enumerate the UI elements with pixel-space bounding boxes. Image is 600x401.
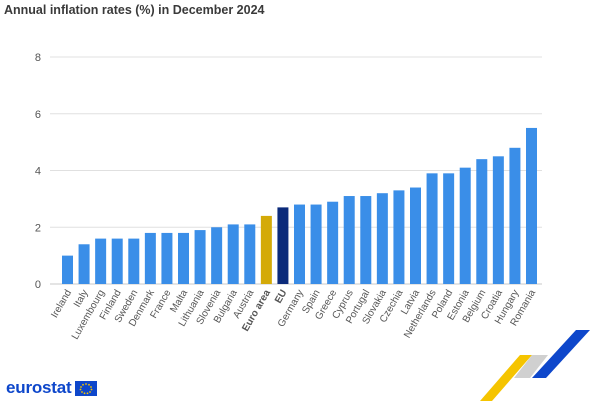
bar-germany[interactable] [294, 204, 305, 284]
bar-portugal[interactable] [360, 196, 372, 284]
bar-euro-area[interactable] [260, 215, 272, 284]
bar-netherlands[interactable] [426, 173, 438, 284]
y-tick-label: 4 [35, 166, 41, 178]
bar-slovakia[interactable] [376, 193, 388, 284]
bar-bulgaria[interactable] [227, 224, 239, 284]
x-axis-labels: IrelandItalyLuxembourgFinlandSwedenDenma… [49, 287, 538, 342]
bar-greece[interactable] [327, 201, 339, 284]
chart-title: Annual inflation rates (%) in December 2… [4, 3, 265, 17]
bar-malta[interactable] [178, 232, 189, 284]
decorative-swoosh-icon [480, 330, 590, 401]
bar-hungary[interactable] [509, 147, 521, 284]
bar-denmark[interactable] [144, 232, 156, 284]
y-tick-label: 6 [35, 109, 41, 121]
eurostat-logo: eurostat [6, 378, 98, 398]
bar-poland[interactable] [443, 173, 455, 284]
bar-latvia[interactable] [410, 187, 421, 284]
bar-croatia[interactable] [492, 156, 504, 284]
bar-finland[interactable] [111, 238, 123, 284]
bar-spain[interactable] [310, 204, 322, 284]
bar-slovenia[interactable] [211, 227, 223, 284]
bar-sweden[interactable] [128, 238, 140, 284]
eurostat-wordmark: eurostat [6, 378, 72, 397]
bar-austria[interactable] [244, 224, 256, 284]
y-tick-label: 8 [35, 52, 41, 64]
bars [62, 127, 537, 284]
bar-romania[interactable] [526, 127, 537, 284]
y-tick-label: 2 [35, 222, 41, 234]
bar-czechia[interactable] [393, 190, 405, 284]
y-tick-label: 0 [35, 279, 41, 291]
x-tick-label: Ireland [49, 288, 74, 320]
bar-luxembourg[interactable] [95, 238, 107, 284]
eu-flag-icon [75, 380, 98, 396]
bar-ireland[interactable] [62, 255, 73, 284]
bar-eu[interactable] [277, 207, 289, 284]
bar-italy[interactable] [78, 244, 90, 284]
bar-estonia[interactable] [459, 167, 471, 284]
bar-belgium[interactable] [476, 159, 488, 284]
bar-cyprus[interactable] [343, 196, 355, 284]
bar-lithuania[interactable] [194, 230, 206, 284]
y-axis-ticks: 0 2 4 6 8 [35, 52, 41, 291]
bar-france[interactable] [161, 232, 173, 284]
